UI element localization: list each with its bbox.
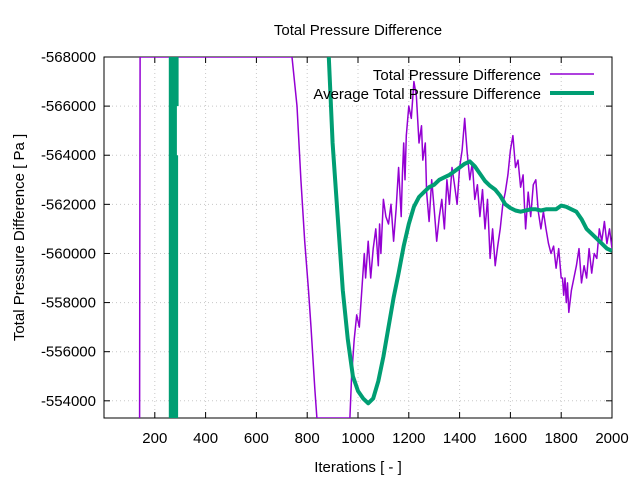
y-tick-label: -556000 [41,344,96,361]
y-axis-label: Total Pressure Difference [ Pa ] [11,134,28,341]
x-tick-label: 1400 [443,430,476,447]
grid [104,56,613,418]
y-tick-label: -558000 [41,295,96,312]
legend: Total Pressure Difference Average Total … [313,67,594,103]
x-tick-label: 1800 [545,430,578,447]
legend-label-total: Total Pressure Difference [373,67,541,84]
y-tick-label: -562000 [41,196,96,213]
series-group [138,57,612,418]
y-tick-label: -566000 [41,98,96,115]
x-tick-label: 1200 [392,430,425,447]
y-tick-label: -560000 [41,245,96,262]
series-average-pressure-line [326,57,612,406]
x-tick-label: 2000 [595,430,628,447]
x-axis-label: Iterations [ - ] [314,459,402,476]
y-tick-label: -554000 [41,393,96,410]
x-axis: 200 400 600 800 1000 1200 1400 1600 1800 2000 [142,57,629,447]
series-total-pressure-line [138,57,612,418]
x-tick-label: 400 [193,430,218,447]
chart-title: Total Pressure Difference [274,22,442,39]
x-tick-label: 1600 [494,430,527,447]
x-tick-label: 800 [295,430,320,447]
y-axis: -568000 -566000 -564000 -562000 -560000 -5580… [41,49,612,410]
x-tick-label: 200 [142,430,167,447]
legend-label-average: Average Total Pressure Difference [313,86,541,103]
y-tick-label: -568000 [41,49,96,66]
x-tick-label: 1000 [341,430,374,447]
y-tick-label: -564000 [41,147,96,164]
x-tick-label: 600 [244,430,269,447]
